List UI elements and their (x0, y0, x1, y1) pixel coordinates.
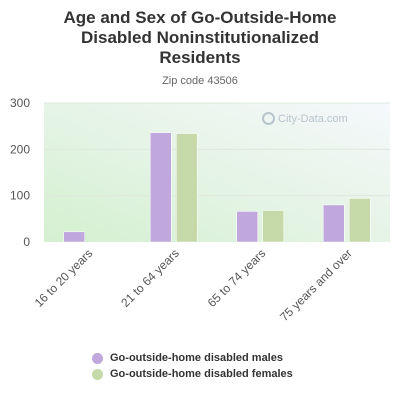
bar-females-2 (176, 133, 198, 243)
bar-males-3 (236, 211, 258, 243)
bar-males-1 (63, 231, 85, 243)
y-tick-label: 300 (10, 96, 30, 110)
x-tick-label: 75 years and over (277, 246, 355, 324)
chart-title-line-2: Disabled Noninstitutionalized (80, 28, 319, 47)
gridlines (44, 102, 390, 197)
bars (63, 132, 371, 243)
legend-label-males: Go-outside-home disabled males (110, 352, 283, 364)
legend-item-females: Go-outside-home disabled females (92, 366, 293, 382)
bar-females-3 (262, 210, 284, 243)
legend-swatch-females (92, 368, 103, 380)
magnifier-icon (262, 112, 275, 125)
chart-title: Age and Sex of Go-Outside-Home Disabled … (0, 8, 400, 68)
x-tick-label: 21 to 64 years (118, 246, 182, 310)
y-tick-label: 0 (23, 235, 30, 249)
x-axis-ticks: 16 to 20 years 21 to 64 years 65 to 74 yea… (32, 246, 355, 324)
legend-label-females: Go-outside-home disabled females (110, 368, 293, 380)
chart-title-line-1: Age and Sex of Go-Outside-Home (63, 8, 337, 27)
chart-subtitle: Zip code 43506 (162, 75, 238, 87)
bar-females-4 (349, 198, 371, 243)
bar-males-4 (323, 204, 345, 243)
legend-item-males: Go-outside-home disabled males (92, 350, 293, 366)
x-tick-label: 16 to 20 years (32, 246, 96, 310)
x-tick-label: 65 to 74 years (205, 246, 269, 310)
watermark-text: City-Data.com (278, 112, 348, 125)
chart-title-line-3: Residents (159, 48, 241, 67)
watermark: City-Data.com (262, 112, 348, 125)
y-tick-label: 200 (10, 142, 30, 156)
bar-males-2 (150, 132, 172, 243)
legend-swatch-males (92, 352, 103, 364)
y-tick-label: 100 (10, 189, 30, 203)
legend: Go-outside-home disabled males Go-outsid… (92, 350, 293, 382)
y-axis-ticks: 0 100 200 300 (10, 96, 30, 249)
